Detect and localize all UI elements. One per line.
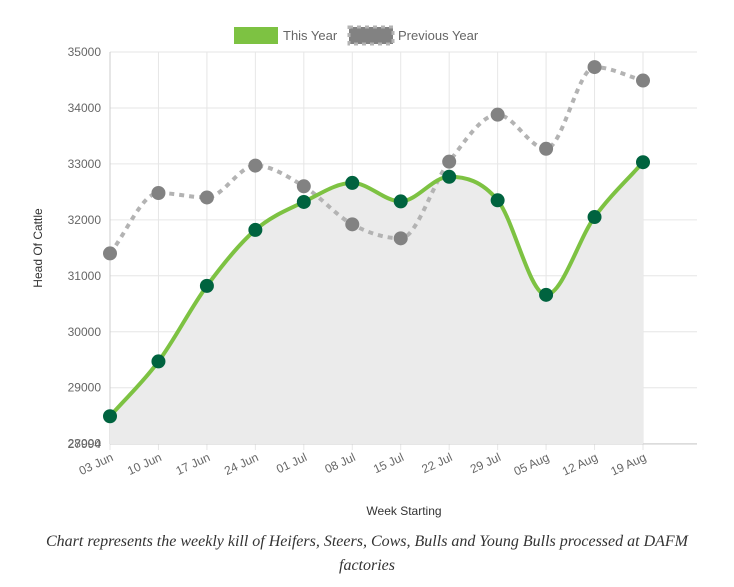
legend-label-previous-year: Previous Year [398,28,479,43]
this-year-point-01-jul[interactable] [296,194,311,209]
y-tick-label-30000: 30000 [68,325,102,339]
legend-item-previous-year[interactable]: Previous Year [347,25,479,46]
this-year-point-12-aug[interactable] [587,210,602,225]
y-tick-label-35000: 35000 [68,45,102,59]
this-year-area-fill [110,162,643,444]
x-tick-label-05-aug: 05 Aug [512,450,552,478]
this-year-point-08-jul[interactable] [345,175,360,190]
x-tick-label-22-jul: 22 Jul [420,450,455,476]
x-tick-label-12-aug: 12 Aug [560,450,600,478]
legend-swatch-this-year [234,27,278,44]
legend-item-this-year[interactable]: This Year [234,27,338,44]
this-year-point-05-aug[interactable] [539,287,554,302]
legend-swatch-previous-year [347,25,395,46]
previous-year-point-19-aug[interactable] [636,73,650,88]
this-year-point-22-jul[interactable] [442,169,457,184]
x-tick-label-17-jun: 17 Jun [174,450,213,478]
this-year-point-24-jun[interactable] [248,222,263,237]
y-tick-label-31000: 31000 [68,269,102,283]
previous-year-point-17-jun[interactable] [199,190,214,205]
this-year-point-03-jun[interactable] [103,409,117,424]
this-year-point-29-jul[interactable] [490,193,505,208]
x-tick-label-19-aug: 19 Aug [608,450,648,478]
previous-year-point-03-jun[interactable] [103,246,117,261]
this-year-point-15-jul[interactable] [393,194,408,209]
series-points [103,60,650,424]
y-axis-ticks: 35000 34000 33000 32000 31000 30000 29000 28000… [68,45,102,451]
previous-year-point-08-jul[interactable] [345,217,360,232]
x-tick-label-01-jul: 01 Jul [274,450,309,476]
this-year-point-19-aug[interactable] [636,155,650,170]
legend-label-this-year: This Year [283,28,338,43]
previous-year-point-12-aug[interactable] [587,60,602,75]
caption-text: Chart represents the weekly kill of Heif… [45,533,688,574]
previous-year-point-01-jul[interactable] [296,179,311,194]
y-tick-label-32000: 32000 [68,213,102,227]
chart-caption: Chart represents the weekly kill of Heif… [0,530,734,578]
x-tick-label-15-jul: 15 Jul [371,450,406,476]
previous-year-point-22-jul[interactable] [442,154,457,169]
y-tick-label-27994: 27994 [68,437,102,451]
previous-year-point-10-jun[interactable] [151,185,166,200]
x-tick-label-24-jun: 24 Jun [222,450,261,478]
this-year-point-10-jun[interactable] [151,354,166,369]
previous-year-point-24-jun[interactable] [248,158,263,173]
line-chart: This Year Previous Year 35000 34000 33000 32… [31,25,697,518]
y-tick-label-34000: 34000 [68,101,102,115]
previous-year-point-29-jul[interactable] [490,107,505,122]
x-tick-label-03-jun: 03 Jun [77,450,116,478]
x-axis-title: Week Starting [366,504,441,518]
y-axis-title: Head Of Cattle [31,208,45,288]
this-year-area [110,162,643,444]
this-year-point-17-jun[interactable] [199,278,214,293]
x-tick-label-29-jul: 29 Jul [468,450,503,476]
previous-year-point-15-jul[interactable] [393,231,408,246]
y-tick-label-29000: 29000 [68,381,102,395]
x-tick-label-10-jun: 10 Jun [125,450,164,478]
previous-year-point-05-aug[interactable] [539,141,554,156]
x-axis-ticks: 03 Jun 10 Jun 17 Jun 24 Jun 01 Jul 08 Jul 15 J… [77,450,649,478]
x-tick-label-08-jul: 08 Jul [323,450,358,476]
this-year-line [108,160,645,418]
chart-legend: This Year Previous Year [234,25,479,46]
y-tick-label-33000: 33000 [68,157,102,171]
y-tick-label-28000: 28000 [68,437,102,451]
